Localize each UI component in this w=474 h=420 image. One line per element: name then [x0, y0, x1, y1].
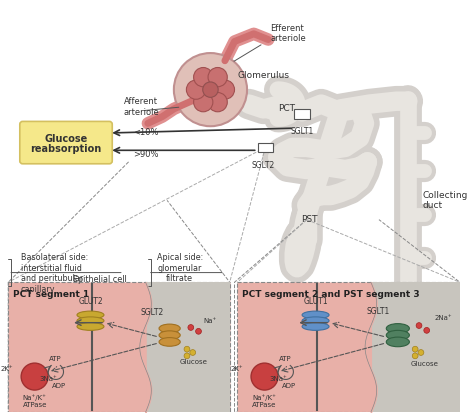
Bar [146, 282, 230, 412]
Circle shape [184, 353, 190, 359]
Text: reabsorption: reabsorption [30, 144, 101, 154]
Ellipse shape [302, 323, 329, 331]
Ellipse shape [159, 324, 180, 333]
Text: SGLT2: SGLT2 [252, 161, 275, 170]
Text: Afferent
arteriole: Afferent arteriole [124, 97, 160, 117]
Bar [237, 282, 460, 412]
Circle shape [196, 328, 201, 334]
Text: Na⁺/K⁺
ATPase: Na⁺/K⁺ ATPase [252, 394, 277, 408]
Text: Glucose: Glucose [411, 361, 439, 367]
Text: Na⁺/K⁺
ATPase: Na⁺/K⁺ ATPase [22, 394, 47, 408]
Text: GLUT1: GLUT1 [303, 297, 328, 306]
Text: Efferent
arteriole: Efferent arteriole [270, 24, 306, 44]
Circle shape [188, 325, 194, 331]
Circle shape [412, 353, 418, 359]
Ellipse shape [159, 338, 180, 346]
Circle shape [184, 346, 190, 352]
Text: ADP: ADP [282, 383, 296, 389]
Circle shape [416, 323, 422, 328]
Circle shape [190, 349, 196, 355]
Ellipse shape [302, 311, 329, 319]
Text: 3Na⁺: 3Na⁺ [269, 376, 287, 383]
Circle shape [193, 92, 213, 112]
Circle shape [193, 68, 213, 87]
Text: ATP: ATP [279, 356, 292, 362]
Text: Collecting
duct: Collecting duct [422, 191, 468, 210]
Text: PCT: PCT [278, 105, 295, 113]
Text: 2K⁺: 2K⁺ [1, 366, 13, 372]
Circle shape [203, 82, 218, 97]
Text: Glomerulus: Glomerulus [237, 71, 290, 80]
Text: 3Na⁺: 3Na⁺ [39, 376, 57, 383]
Text: ADP: ADP [52, 383, 66, 389]
Text: SGLT2: SGLT2 [141, 307, 164, 317]
Circle shape [251, 363, 278, 390]
Ellipse shape [77, 311, 104, 319]
Circle shape [174, 53, 247, 126]
Ellipse shape [386, 337, 410, 347]
Text: SGLT1: SGLT1 [367, 307, 390, 315]
Text: PST: PST [301, 215, 318, 224]
Circle shape [208, 92, 228, 112]
Text: ATP: ATP [49, 356, 62, 362]
Ellipse shape [386, 324, 410, 333]
Text: Glucose: Glucose [180, 359, 208, 365]
Text: GLUT2: GLUT2 [78, 297, 103, 306]
Circle shape [424, 328, 429, 333]
Circle shape [21, 363, 48, 390]
Text: Apical side:
glomerular
filtrate: Apical side: glomerular filtrate [156, 253, 203, 283]
Text: Glucose: Glucose [45, 134, 88, 144]
Bar [258, 143, 273, 152]
Text: SGLT1: SGLT1 [290, 127, 314, 136]
Ellipse shape [77, 323, 104, 331]
Text: Basolateral side:
interstitial fluid
and peritubular
capillary: Basolateral side: interstitial fluid and… [21, 253, 88, 294]
Text: Na⁺: Na⁺ [203, 318, 217, 324]
Text: >90%: >90% [133, 150, 159, 159]
Circle shape [418, 349, 424, 355]
Text: PCT segment 1: PCT segment 1 [13, 290, 89, 299]
Circle shape [208, 68, 228, 87]
Text: 2K⁺: 2K⁺ [231, 366, 243, 372]
Bar [8, 282, 230, 412]
Circle shape [215, 80, 235, 99]
FancyBboxPatch shape [20, 121, 112, 164]
Text: 2Na⁺: 2Na⁺ [434, 315, 452, 321]
Bar [294, 109, 310, 118]
Bar [371, 282, 460, 412]
Ellipse shape [302, 317, 329, 325]
Circle shape [186, 80, 206, 99]
Text: <10%: <10% [133, 129, 159, 137]
Ellipse shape [77, 317, 104, 325]
Ellipse shape [159, 331, 180, 339]
Text: PCT segment 2 and PST segment 3: PCT segment 2 and PST segment 3 [242, 290, 420, 299]
Circle shape [412, 346, 418, 352]
Text: Epithelial cell: Epithelial cell [73, 276, 127, 284]
Ellipse shape [386, 331, 410, 340]
